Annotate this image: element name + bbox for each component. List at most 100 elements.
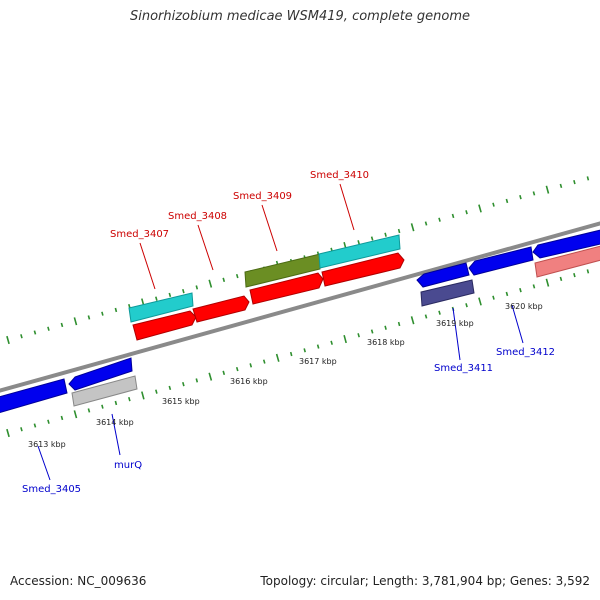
tick-mark <box>465 303 468 308</box>
tick-mark <box>235 366 239 372</box>
leader-3410 <box>339 183 355 231</box>
tick-mark <box>505 198 509 204</box>
genome-summary-text: Topology: circular; Length: 3,781,904 bp… <box>260 574 590 588</box>
leader-3407 <box>139 242 156 290</box>
tick-mark <box>33 330 37 335</box>
gene-blue-3411[interactable] <box>416 262 470 288</box>
tick-mark <box>208 372 213 381</box>
tick-mark <box>141 391 145 400</box>
scale-label: 3613 kbp <box>28 440 66 449</box>
tick-mark <box>559 276 563 282</box>
tick-mark <box>289 351 293 357</box>
leader-3409 <box>261 204 278 252</box>
tick-mark <box>114 307 118 313</box>
tick-mark <box>545 185 550 194</box>
leader-3411 <box>452 307 461 361</box>
tick-mark <box>519 287 522 293</box>
tick-mark <box>73 317 78 326</box>
tick-mark <box>505 291 509 297</box>
gene-olive-3409[interactable] <box>244 253 321 288</box>
tick-mark <box>451 213 455 219</box>
tick-mark <box>492 295 495 300</box>
tick-mark <box>559 183 563 189</box>
tick-mark <box>397 228 401 234</box>
tick-mark <box>73 410 78 419</box>
tick-mark <box>410 223 415 232</box>
gene-blue-murQ-left[interactable] <box>68 357 133 391</box>
gene-labels: Smed_3407 Smed_3408 Smed_3409 Smed_3410 … <box>22 170 555 495</box>
tick-mark <box>519 194 522 200</box>
gene-cyan-3410[interactable] <box>318 234 401 269</box>
scale-label: 3617 kbp <box>299 357 337 366</box>
gene-label-3412[interactable]: Smed_3412 <box>496 347 555 358</box>
tick-mark <box>208 279 213 288</box>
tick-mark <box>87 408 91 413</box>
tick-mark <box>343 334 347 344</box>
scale-label: 3616 kbp <box>230 377 268 386</box>
gene-cyan-3407[interactable] <box>128 292 194 323</box>
gene-red-3409[interactable] <box>249 272 324 305</box>
gene-label-3405[interactable]: Smed_3405 <box>22 484 81 495</box>
tick-mark <box>465 210 468 215</box>
gene-label-murQ[interactable]: murQ <box>114 460 142 471</box>
gene-blue-3405[interactable] <box>0 378 68 414</box>
tick-mark <box>20 427 23 432</box>
gene-pink-3413[interactable] <box>534 245 600 278</box>
gene-label-3408[interactable]: Smed_3408 <box>168 211 227 222</box>
tick-mark <box>438 310 441 315</box>
tick-mark <box>195 285 199 290</box>
tick-mark <box>60 322 64 328</box>
tick-mark <box>357 240 360 245</box>
tick-mark <box>222 370 226 376</box>
gene-navy-3411[interactable] <box>420 279 475 307</box>
tick-mark <box>586 269 590 274</box>
tick-mark <box>303 348 306 353</box>
tick-mark <box>275 353 280 362</box>
tick-mark <box>101 404 104 409</box>
tick-mark <box>195 378 199 383</box>
tick-mark <box>128 396 131 402</box>
gene-blue-3413[interactable] <box>532 229 600 259</box>
tick-mark <box>47 419 50 424</box>
tick-mark <box>492 202 495 207</box>
tick-mark <box>114 400 118 406</box>
leader-murQ <box>111 413 121 456</box>
leader-3408 <box>197 224 214 271</box>
tick-mark <box>262 359 266 364</box>
tick-mark <box>573 273 576 278</box>
tick-mark <box>532 284 536 289</box>
tick-mark <box>33 423 37 428</box>
gene-red-3410[interactable] <box>321 252 405 287</box>
tick-mark <box>573 180 576 185</box>
tick-mark <box>235 273 239 279</box>
tick-mark <box>60 415 64 421</box>
tick-mark <box>438 217 441 222</box>
gene-blue-3412[interactable] <box>468 246 534 276</box>
tick-mark <box>87 315 91 320</box>
scale-label: 3618 kbp <box>367 338 405 347</box>
gene-red-3408[interactable] <box>192 295 250 323</box>
tick-mark <box>6 428 10 438</box>
tick-mark <box>384 325 387 330</box>
inner-tick-track <box>6 269 590 438</box>
tick-mark <box>586 176 590 181</box>
gene-label-3411[interactable]: Smed_3411 <box>434 363 493 374</box>
tick-mark <box>155 296 158 301</box>
scale-label: 3620 kbp <box>505 302 543 311</box>
tick-mark <box>370 329 374 334</box>
tick-mark <box>384 232 387 237</box>
gene-gray-murQ[interactable] <box>71 375 138 407</box>
tick-mark <box>168 385 172 391</box>
tick-mark <box>101 311 104 316</box>
scale-labels: 3613 kbp 3614 kbp 3615 kbp 3616 kbp 3617… <box>28 302 543 449</box>
tick-mark <box>424 314 428 319</box>
tick-mark <box>478 297 482 306</box>
gene-label-3410[interactable]: Smed_3410 <box>310 170 369 181</box>
gene-label-3409[interactable]: Smed_3409 <box>233 191 292 202</box>
gene-label-3407[interactable]: Smed_3407 <box>110 229 169 240</box>
genome-backbone <box>0 221 600 393</box>
leader-3405 <box>37 445 51 481</box>
scale-label: 3615 kbp <box>162 397 200 406</box>
gene-red-3407[interactable] <box>132 310 197 341</box>
